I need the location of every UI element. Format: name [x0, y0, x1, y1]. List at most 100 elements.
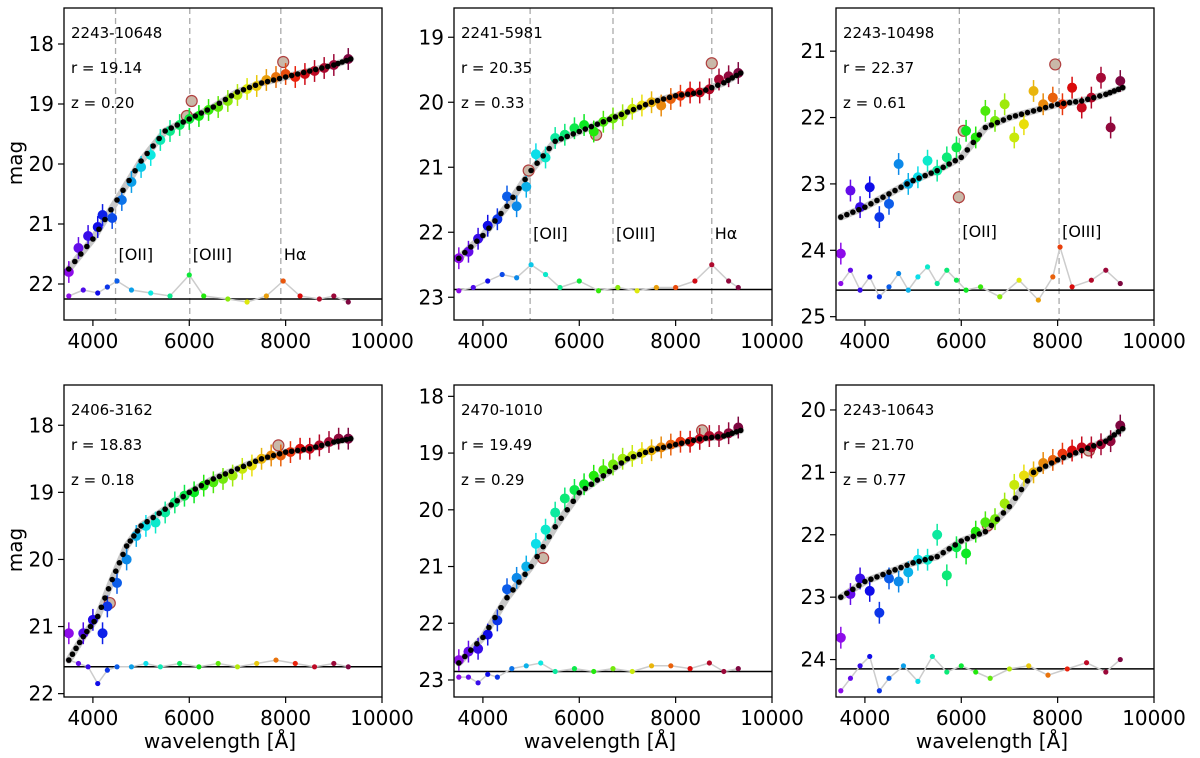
y-tick-label-4: 24: [801, 648, 826, 672]
photometry-point-1: [845, 185, 856, 196]
line-label-1: [OIII]: [193, 245, 232, 264]
model-point-13: [916, 175, 922, 181]
model-point-7: [108, 206, 114, 213]
model-point-42: [708, 84, 715, 91]
photometry-point-19: [1018, 119, 1029, 130]
model-point-15: [928, 555, 934, 561]
photometry-point-5: [502, 584, 512, 595]
model-point-8: [504, 203, 510, 210]
x-tick-label-3: 10000: [740, 329, 804, 353]
model-point-48: [347, 56, 354, 62]
x-tick-label-3: 10000: [350, 706, 414, 730]
photometry-point-5: [107, 213, 118, 223]
model-point-39: [1072, 450, 1079, 456]
residual-point-14: [692, 278, 698, 284]
object-id: 2243-10498: [843, 24, 934, 42]
model-point-47: [343, 57, 350, 64]
model-point-38: [294, 71, 301, 77]
model-point-44: [331, 62, 337, 68]
residual-point-5: [128, 287, 135, 293]
y-tick-label-1: 19: [29, 92, 54, 116]
y-axis-label-top: mag: [3, 141, 27, 185]
x-tick-label-2: 8000: [260, 329, 311, 353]
model-point-16: [162, 128, 168, 134]
y-tick-label-0: 19: [419, 25, 444, 49]
model-point-14: [150, 143, 156, 149]
model-point-46: [1111, 432, 1118, 438]
model-point-36: [234, 466, 241, 472]
model-point-47: [1115, 429, 1122, 435]
model-point-0: [838, 214, 844, 220]
r-magnitude: r = 19.14: [71, 59, 142, 77]
x-tick-label-2: 8000: [1032, 706, 1083, 730]
model-point-8: [114, 197, 120, 203]
model-point-19: [134, 528, 141, 534]
residual-point-0: [838, 280, 844, 287]
model-point-34: [1042, 463, 1049, 469]
model-point-33: [1036, 466, 1043, 473]
plot-frame: [453, 7, 773, 321]
residual-trace: [458, 263, 739, 292]
y-tick-label-4: 25: [801, 305, 826, 329]
model-point-7: [498, 210, 504, 217]
model-point-20: [958, 154, 965, 161]
model-point-30: [246, 84, 253, 91]
model-point-11: [132, 167, 138, 174]
model-point-40: [1078, 447, 1085, 454]
line-label-1: [OIII]: [616, 224, 655, 243]
photometry-point-5: [884, 573, 894, 584]
model-point-26: [612, 464, 619, 471]
photometry-point-11: [941, 152, 952, 163]
residual-point-14: [297, 293, 303, 299]
model-point-27: [1000, 117, 1007, 123]
model-point-11: [522, 176, 528, 183]
model-point-29: [1012, 113, 1019, 119]
y-tick-label-0: 20: [801, 398, 826, 422]
model-point-12: [528, 167, 534, 174]
model-point-40: [306, 68, 313, 74]
photometry-point-7: [521, 561, 532, 572]
model-point-9: [510, 194, 516, 201]
photometry-point-7: [903, 567, 914, 578]
model-point-38: [684, 438, 691, 445]
model-point-14: [922, 172, 928, 179]
model-point-20: [958, 538, 965, 544]
model-point-11: [105, 586, 112, 592]
model-point-45: [725, 77, 731, 84]
residual-point-3: [485, 671, 491, 677]
model-point-0: [66, 266, 72, 272]
residual-point-1: [847, 675, 854, 681]
residual-point-10: [591, 668, 597, 675]
model-point-1: [844, 590, 850, 597]
model-point-20: [186, 116, 193, 122]
model-point-39: [300, 69, 307, 76]
model-point-1: [462, 249, 468, 256]
residual-point-13: [254, 660, 260, 667]
residual-point-0: [456, 674, 462, 680]
model-point-14: [540, 153, 546, 159]
residual-point-2: [857, 663, 863, 669]
model-point-46: [1111, 88, 1118, 94]
model-point-47: [733, 72, 740, 79]
y-tick-label-4: 22: [29, 272, 54, 296]
model-point-9: [98, 604, 105, 611]
photometry-point-15: [980, 105, 991, 116]
x-tick-label-1: 6000: [554, 329, 605, 353]
model-point-18: [946, 161, 953, 167]
y-axis-label-bottom: mag: [3, 528, 27, 572]
model-point-2: [850, 209, 856, 215]
residual-point-3: [867, 274, 873, 280]
photometry-point-4: [874, 212, 885, 223]
residual-point-7: [905, 287, 911, 293]
model-point-15: [546, 533, 552, 540]
residual-point-15: [687, 666, 693, 672]
model-point-43: [1096, 93, 1103, 99]
residual-point-2: [857, 287, 863, 293]
residual-point-16: [311, 664, 318, 670]
model-point-18: [946, 546, 953, 552]
model-point-26: [994, 119, 1001, 126]
y-tick-label-2: 20: [29, 152, 54, 176]
model-point-43: [276, 450, 283, 457]
model-point-48: [1119, 84, 1126, 91]
model-point-25: [216, 100, 223, 107]
